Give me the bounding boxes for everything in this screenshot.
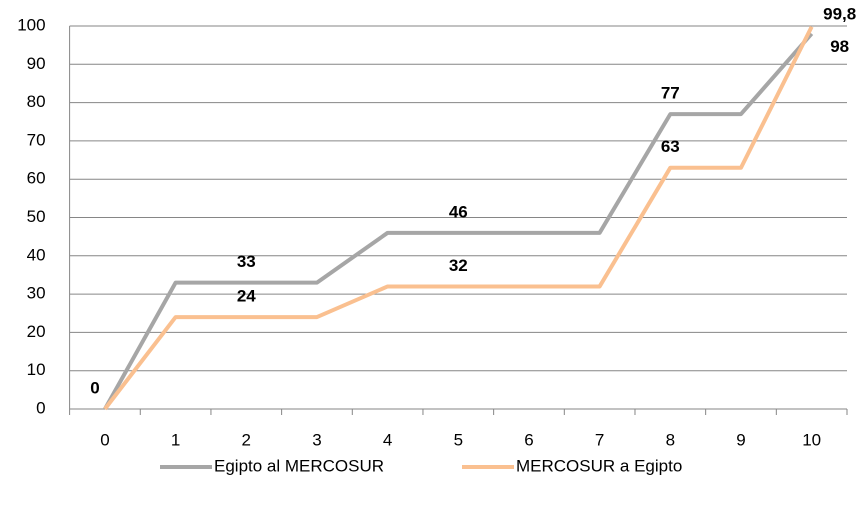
y-tick-label: 80 xyxy=(27,92,46,111)
series-line xyxy=(103,32,814,410)
y-tick-label: 40 xyxy=(27,245,46,264)
x-tick-label: 9 xyxy=(736,430,745,449)
data-label: 98 xyxy=(830,37,849,56)
x-tick-label: 0 xyxy=(100,430,109,449)
y-tick-label: 100 xyxy=(17,15,45,34)
series-line xyxy=(103,25,814,411)
y-tick-label: 60 xyxy=(27,169,46,188)
y-tick-label: 20 xyxy=(27,322,46,341)
data-label: 99,8 xyxy=(823,4,856,23)
x-tick-label: 7 xyxy=(595,430,604,449)
x-tick-label: 5 xyxy=(454,430,463,449)
x-tick-label: 8 xyxy=(666,430,675,449)
data-label: 0 xyxy=(90,378,99,397)
y-tick-label: 70 xyxy=(27,130,46,149)
data-label: 33 xyxy=(237,252,256,271)
y-tick-label: 30 xyxy=(27,284,46,303)
legend-label: MERCOSUR a Egipto xyxy=(516,456,682,475)
data-label: 46 xyxy=(449,202,468,221)
x-tick-label: 10 xyxy=(802,430,821,449)
x-tick-label: 1 xyxy=(171,430,180,449)
y-tick-label: 90 xyxy=(27,54,46,73)
y-tick-label: 10 xyxy=(27,360,46,379)
data-label: 77 xyxy=(661,84,680,103)
x-tick-label: 6 xyxy=(524,430,533,449)
x-tick-label: 4 xyxy=(383,430,392,449)
data-label: 63 xyxy=(661,137,680,156)
data-label: 32 xyxy=(449,256,468,275)
x-tick-label: 2 xyxy=(242,430,251,449)
x-tick-label: 3 xyxy=(312,430,321,449)
y-tick-label: 50 xyxy=(27,207,46,226)
y-tick-label: 0 xyxy=(36,398,45,417)
legend-label: Egipto al MERCOSUR xyxy=(214,456,384,475)
data-label: 24 xyxy=(237,287,256,306)
